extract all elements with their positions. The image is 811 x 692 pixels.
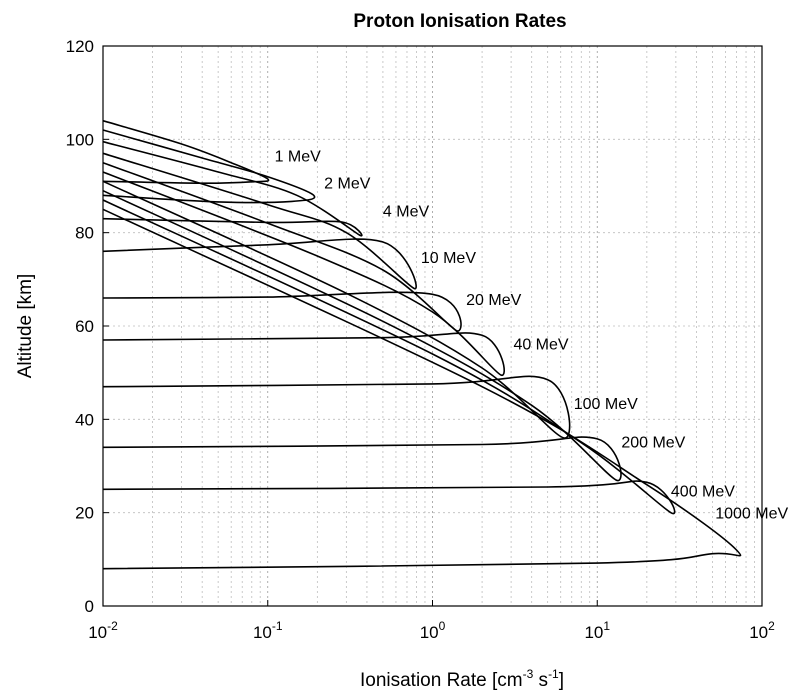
chart-title: Proton Ionisation Rates (353, 11, 566, 32)
curve-label: 1000 MeV (715, 506, 788, 523)
x-axis-label-main: Ionisation Rate [cm (360, 670, 523, 691)
y-tick-label: 40 (75, 410, 94, 429)
x-axis-ticks: 10-2 10-1 100 101 102 (88, 600, 775, 642)
x-axis-label-mid: s (533, 670, 548, 691)
y-tick-label: 80 (75, 224, 94, 243)
curve-label: 400 MeV (671, 483, 735, 500)
curve-400-mev (102, 199, 676, 515)
x-axis-label-end: ] (559, 670, 564, 691)
x-tick-label: 10-2 (88, 619, 118, 642)
x-tick-label: 10-1 (253, 619, 283, 642)
x-axis-label-exp1: -3 (523, 667, 534, 681)
curve-200-mev (102, 189, 622, 482)
curve-label: 2 MeV (324, 175, 371, 192)
y-tick-label: 0 (85, 597, 94, 616)
curve-label: 1 MeV (275, 149, 322, 166)
x-tick-label: 100 (420, 619, 446, 642)
curve-label: 200 MeV (621, 434, 685, 451)
curves (102, 119, 742, 570)
y-axis-ticks: 0 20 40 60 80 100 120 (66, 37, 109, 616)
x-axis-label: Ionisation Rate [cm-3 s-1] (360, 667, 564, 691)
y-tick-label: 120 (66, 37, 94, 56)
curve-label: 40 MeV (513, 336, 568, 353)
curve-1-mev (102, 119, 270, 185)
gridlines (103, 46, 762, 606)
y-axis-label: Altitude [km] (15, 274, 36, 379)
curve-4-mev (102, 140, 363, 237)
curve-label: 4 MeV (383, 203, 430, 220)
y-tick-label: 20 (75, 504, 94, 523)
curve-label: 20 MeV (466, 292, 521, 309)
curve-40-mev (102, 171, 505, 376)
x-tick-label: 101 (584, 619, 610, 642)
y-tick-label: 100 (66, 130, 94, 149)
x-tick-label: 102 (749, 619, 775, 642)
x-axis-label-exp2: -1 (548, 667, 559, 681)
curve-label: 10 MeV (421, 250, 476, 267)
curve-10-mev (102, 152, 417, 290)
curve-label: 100 MeV (574, 396, 638, 413)
curve-2-mev (102, 129, 316, 204)
y-tick-label: 60 (75, 317, 94, 336)
curve-1000-mev (102, 208, 742, 570)
